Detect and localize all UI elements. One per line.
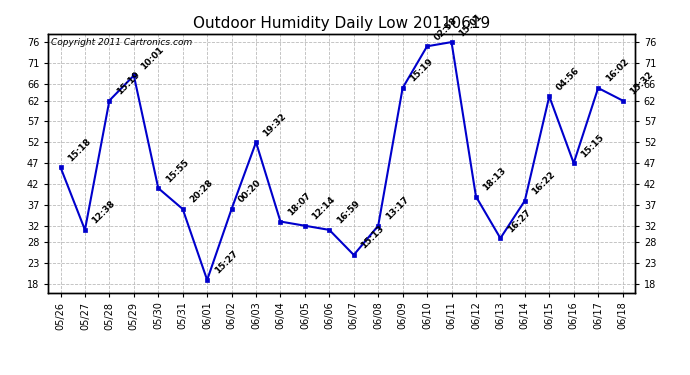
Text: 18:13: 18:13 (482, 166, 508, 192)
Text: 15:19: 15:19 (408, 57, 435, 84)
Text: 12:14: 12:14 (310, 195, 337, 222)
Text: 12:38: 12:38 (90, 199, 117, 226)
Text: 15:15: 15:15 (580, 132, 606, 159)
Text: 16:59: 16:59 (335, 199, 362, 226)
Text: 15:32: 15:32 (628, 70, 655, 96)
Text: 19:32: 19:32 (262, 111, 288, 138)
Text: 15:01: 15:01 (457, 11, 484, 38)
Title: Outdoor Humidity Daily Low 20110619: Outdoor Humidity Daily Low 20110619 (193, 16, 490, 31)
Text: 02:58: 02:58 (433, 16, 459, 42)
Text: 15:18: 15:18 (66, 136, 92, 163)
Text: 10:01: 10:01 (139, 45, 166, 71)
Text: 15:27: 15:27 (213, 249, 239, 276)
Text: 00:20: 00:20 (237, 178, 264, 205)
Text: 04:56: 04:56 (555, 66, 582, 92)
Text: 15:13: 15:13 (359, 224, 386, 251)
Text: 18:07: 18:07 (286, 191, 313, 217)
Text: 15:19: 15:19 (115, 70, 141, 96)
Text: 16:22: 16:22 (531, 170, 557, 196)
Text: 15:55: 15:55 (164, 158, 190, 184)
Text: Copyright 2011 Cartronics.com: Copyright 2011 Cartronics.com (51, 38, 193, 46)
Text: 16:27: 16:27 (506, 207, 533, 234)
Text: 13:17: 13:17 (384, 195, 411, 222)
Text: 16:02: 16:02 (604, 57, 630, 84)
Text: 20:28: 20:28 (188, 178, 215, 205)
